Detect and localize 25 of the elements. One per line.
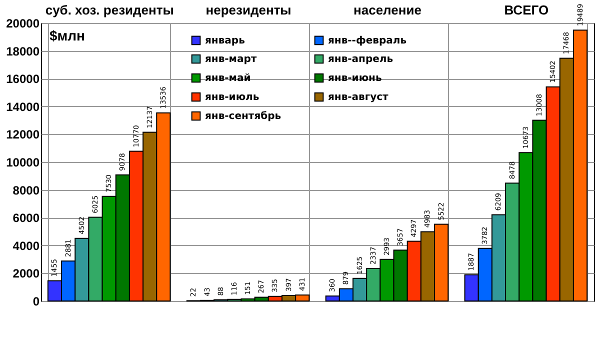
legend-label: янв-май [205,73,251,84]
y-tick-label: 0 [32,294,40,308]
y-tick-label: 2000 [12,266,40,281]
y-tick-label: 6000 [12,211,40,226]
y-tick-label: 16000 [6,72,40,86]
y-tick-label: 8000 [12,183,40,198]
legend-label: янв--февраль [328,35,407,46]
legend-label: янв-сентябрь [205,111,282,122]
legend-label: янв-апрель [328,54,394,65]
y-tick-label: 20000 [6,16,40,30]
y-tick-label: 18000 [6,44,40,58]
legend-label: янв-март [205,54,257,65]
legend-label: янв-июнь [328,73,382,84]
x-tick-label: суб. хоз. резиденты [45,2,174,18]
x-tick-label: население [354,2,422,18]
y-tick-label: 4000 [12,238,40,253]
y-tick-label: 12000 [6,128,40,142]
y-tick-label: 14000 [6,100,40,114]
y-axis-title: $млн [50,28,85,44]
y-tick-label: 10000 [6,156,40,170]
x-tick-label: нерезиденты [206,2,292,18]
x-tick-label: ВСЕГО [504,2,549,18]
legend-label: янв-июль [205,92,260,103]
legend-label: январь [205,35,245,46]
legend-label: янв-август [328,92,389,103]
